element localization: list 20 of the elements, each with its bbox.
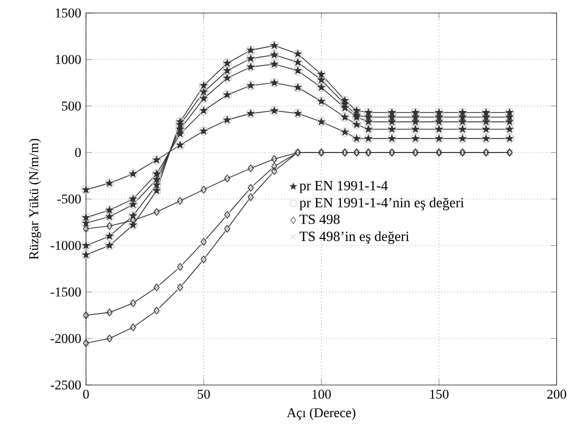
y-tick-label: -1000 xyxy=(50,240,81,250)
x-tick-label: 100 xyxy=(312,390,331,399)
y-tick-label: 500 xyxy=(62,101,81,110)
y-tick-label: -1500 xyxy=(50,287,81,296)
y-tick-label: 1500 xyxy=(56,8,81,18)
x-tick-label: 0 xyxy=(83,390,89,399)
legend-label: pr EN 1991-1-4 xyxy=(300,180,388,194)
y-axis-title: Rüzgar Yükü (N/m/m) xyxy=(28,138,42,260)
x-axis-title: Açı (Derece) xyxy=(286,408,356,420)
y-tick-label: -500 xyxy=(57,194,81,204)
x-tick-label: 200 xyxy=(547,390,566,399)
y-tick-label: -2000 xyxy=(50,334,81,343)
y-tick-label: -2500 xyxy=(50,380,81,390)
y-tick-label: 0 xyxy=(75,148,81,157)
legend-label: pr EN 1991-1-4’nin eş değeri xyxy=(300,198,464,210)
x-tick-label: 150 xyxy=(430,390,448,399)
x-tick-label: 50 xyxy=(198,390,210,399)
y-tick-label: 1000 xyxy=(56,55,81,64)
legend-label: TS 498 xyxy=(300,214,340,224)
legend-label: TS 498’in eş değeri xyxy=(300,231,410,244)
